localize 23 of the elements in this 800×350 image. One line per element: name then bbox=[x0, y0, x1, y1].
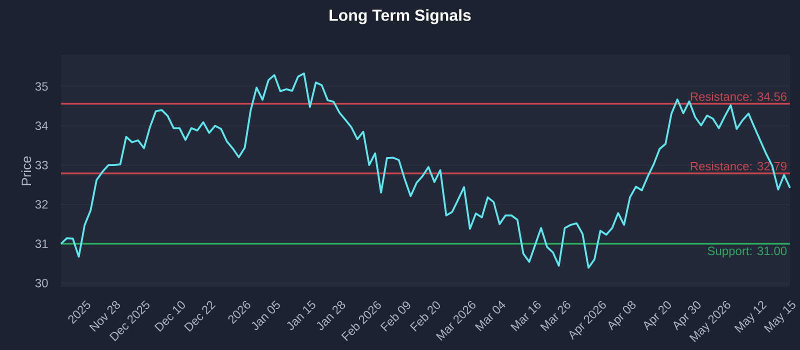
x-tick-label: Apr 20 bbox=[644, 301, 671, 331]
ref-line-label: Resistance: 34.56 bbox=[690, 92, 787, 101]
x-tick-label: Apr 08 bbox=[608, 301, 636, 331]
x-tick-label: Mar 04 bbox=[474, 300, 506, 332]
x-tick-label: Jan 15 bbox=[287, 300, 316, 330]
y-tick-label: 32 bbox=[35, 200, 48, 209]
x-tick-label: Jan 05 bbox=[252, 300, 280, 330]
x-tick-label: Mar 26 bbox=[540, 301, 570, 332]
line-series bbox=[60, 72, 791, 269]
y-tick-label: 30 bbox=[35, 278, 48, 288]
x-tick-label: Dec 22 bbox=[184, 301, 216, 332]
y-tick-label: 31 bbox=[35, 239, 48, 248]
x-tick-label: Jan 28 bbox=[316, 301, 346, 330]
chart-title: Long Term Signals bbox=[330, 9, 471, 24]
x-tick-label: Feb 09 bbox=[380, 301, 410, 332]
ref-line-label: Support: 31.00 bbox=[708, 246, 787, 258]
x-tick-label: Mar 16 bbox=[510, 301, 541, 332]
y-tick-label: 34 bbox=[35, 122, 48, 130]
y-tick-label: 35 bbox=[35, 82, 48, 91]
x-tick-label: Dec 10 bbox=[154, 301, 185, 332]
x-tick-label: Feb 20 bbox=[410, 301, 440, 332]
y-tick-label: 33 bbox=[35, 160, 48, 170]
y-axis-title: Price bbox=[21, 156, 32, 186]
